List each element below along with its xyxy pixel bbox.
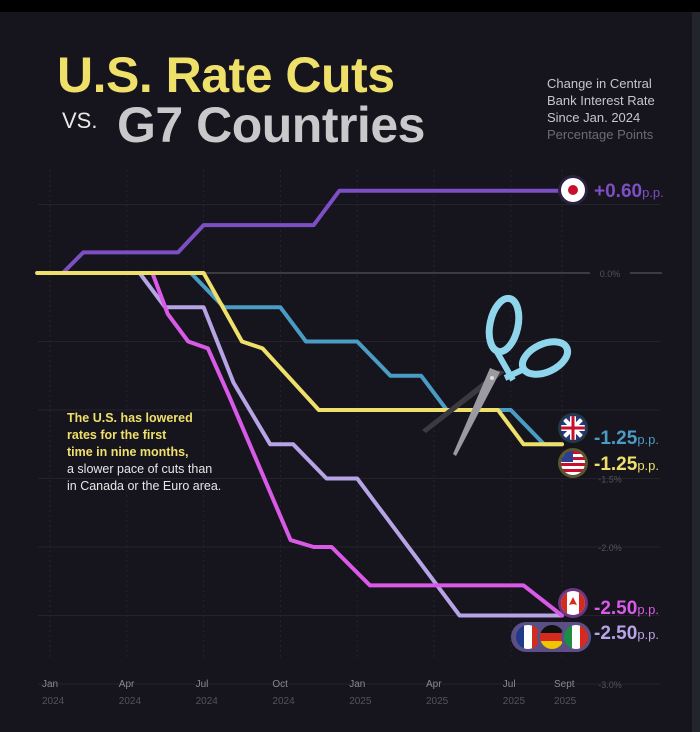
subtitle-line: Change in Central: [547, 76, 652, 91]
annotation-highlight: time in nine months,: [67, 445, 189, 459]
flag-body: [516, 625, 540, 649]
y-tick-label: -3.0%: [598, 680, 622, 690]
end-value: -2.50: [594, 623, 637, 644]
x-tick-year: 2025: [554, 696, 577, 707]
flag-body: [561, 591, 585, 615]
flag-body: [561, 451, 585, 475]
end-label-euro: -2.50p.p.: [594, 623, 659, 644]
top-border: [0, 0, 700, 12]
flag-part: [532, 625, 540, 649]
flag-uk-icon: [558, 413, 588, 443]
flag-part: [540, 641, 564, 649]
y-tick-label: -2.0%: [598, 543, 622, 553]
x-tick-month: Jan: [42, 679, 58, 690]
scissors-handle: [518, 338, 572, 378]
flag-part: [561, 463, 585, 466]
x-tick-month: Jul: [196, 679, 209, 690]
x-tick-month: Oct: [272, 679, 288, 690]
annotation-highlight: rates for the first: [67, 428, 167, 442]
flag-part: [516, 625, 524, 649]
flag-part: [572, 625, 580, 649]
flag-part: [561, 472, 585, 475]
x-tick-year: 2024: [272, 696, 295, 707]
end-value: +0.60: [594, 181, 642, 202]
title-line2: G7 Countries: [117, 97, 425, 153]
x-tick-month: Jan: [349, 679, 365, 690]
flag-body: [561, 416, 585, 440]
end-label-us: -1.25p.p.: [594, 454, 659, 475]
series-line-canada: [150, 271, 564, 618]
x-tick-month: Jul: [503, 679, 516, 690]
scissors-icon: [422, 294, 572, 456]
subtitle-line: Bank Interest Rate: [547, 93, 655, 108]
flag-part: [561, 451, 573, 462]
flag-body: [561, 178, 585, 202]
flag-france-icon: [513, 622, 543, 652]
subtitle: Change in Central Bank Interest Rate Sin…: [547, 75, 655, 143]
end-value: -1.25: [594, 454, 638, 475]
title-line1: U.S. Rate Cuts: [57, 47, 395, 103]
x-tick-month: Apr: [119, 679, 135, 690]
flag-us-icon: [558, 448, 588, 478]
series-line-us: [35, 271, 564, 447]
flag-canada-icon: [558, 588, 588, 618]
series-line-japan: [35, 188, 564, 275]
end-unit: p.p.: [637, 602, 659, 617]
scissors-pivot: [490, 376, 494, 380]
x-tick-year: 2025: [349, 696, 372, 707]
annotation-text: a slower pace of cuts than: [67, 462, 213, 476]
x-tick-month: Sept: [554, 679, 575, 690]
flag-germany-icon: [537, 622, 567, 652]
flag-part: [569, 597, 577, 605]
flag-part: [524, 625, 532, 649]
flag-italy-icon: [561, 622, 591, 652]
flag-part: [561, 469, 585, 472]
flag-part: [579, 591, 585, 615]
end-unit: p.p.: [637, 458, 659, 473]
flag-japan-icon: [558, 175, 588, 205]
y-tick-label: 0.0%: [600, 269, 621, 279]
scissors-handle: [503, 367, 524, 381]
flag-part: [571, 416, 575, 440]
annotation-highlight: The U.S. has lowered: [67, 411, 193, 425]
x-tick-year: 2024: [196, 696, 219, 707]
scissors-handle: [485, 294, 523, 356]
series-line-euro: [137, 271, 564, 618]
annotation: The U.S. has lowered rates for the first…: [67, 410, 267, 495]
scissors-blade: [453, 368, 500, 456]
subtitle-unit: Percentage Points: [547, 127, 654, 142]
end-label-uk: -1.25p.p.: [594, 428, 659, 449]
end-unit: p.p.: [637, 432, 659, 447]
x-tick-year: 2024: [42, 696, 65, 707]
flag-part: [540, 625, 564, 633]
flag-part: [540, 633, 564, 641]
x-tick-year: 2024: [119, 696, 142, 707]
end-unit: p.p.: [637, 627, 659, 642]
flag-part: [568, 185, 578, 195]
x-tick-year: 2025: [503, 696, 526, 707]
flag-part: [564, 625, 572, 649]
flag-part: [580, 625, 588, 649]
end-value: -2.50: [594, 598, 637, 619]
end-label-japan: +0.60p.p.: [594, 181, 664, 202]
end-label-canada: -2.50p.p.: [594, 598, 659, 619]
flag-body: [564, 625, 588, 649]
end-value: -1.25: [594, 428, 638, 449]
right-border: [692, 12, 700, 732]
subtitle-line: Since Jan. 2024: [547, 110, 641, 125]
annotation-text: in Canada or the Euro area.: [67, 479, 222, 493]
x-tick-month: Apr: [426, 679, 442, 690]
flag-part: [561, 466, 585, 469]
flag-body: [540, 625, 564, 649]
y-tick-label: -1.5%: [598, 475, 622, 485]
title-vs: VS.: [62, 108, 98, 133]
end-unit: p.p.: [642, 185, 664, 200]
x-tick-year: 2025: [426, 696, 449, 707]
flag-part: [561, 591, 567, 615]
